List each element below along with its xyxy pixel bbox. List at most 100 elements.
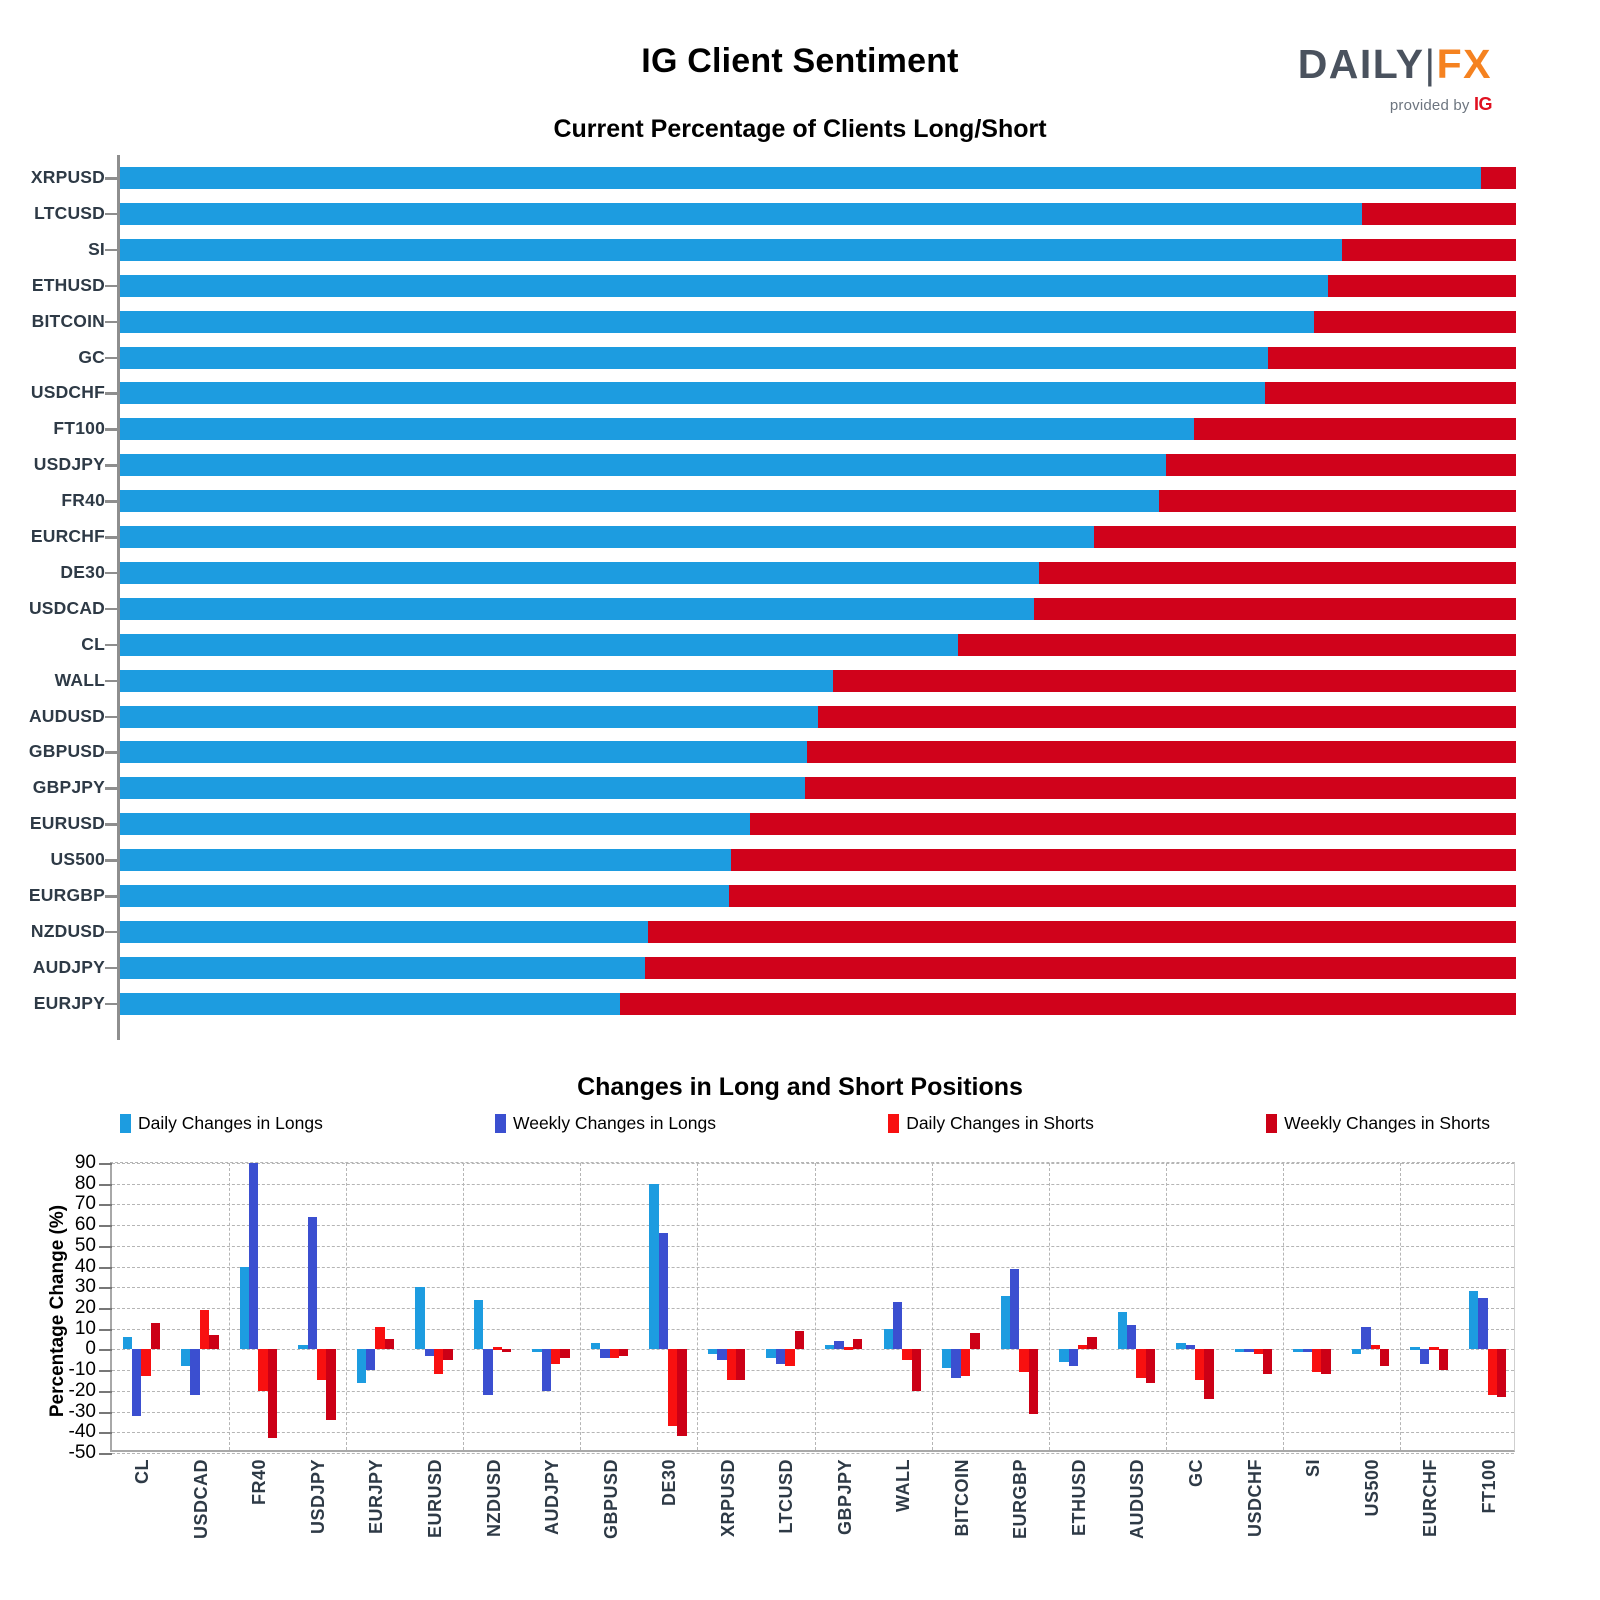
x-gridline (229, 1163, 231, 1450)
long-segment (120, 238, 1342, 261)
y-tick-mark (99, 1266, 112, 1269)
bar-eurgbp-s1 (1010, 1268, 1020, 1350)
y-tick-mark (99, 1163, 112, 1165)
bar-group-nzdusd (473, 1163, 512, 1450)
bar-group-eurusd (415, 1163, 453, 1450)
instrument-label-gbpjpy: GBPJPY (32, 777, 105, 798)
instrument-label-us500: US500 (50, 849, 105, 870)
bar-wall-s1 (892, 1301, 903, 1350)
instrument-label-usdchf: USDCHF (30, 382, 105, 403)
instrument-label-gbpusd: GBPUSD (28, 741, 105, 762)
axis-tick (105, 571, 118, 575)
x-gridline (697, 1163, 699, 1450)
axis-tick (105, 966, 118, 970)
short-segment (1158, 490, 1516, 513)
x-tick-label-usdchf: USDCHF (1244, 1459, 1265, 1537)
bar-ethusd-s0 (1059, 1349, 1069, 1362)
top-chart-row: CL (0, 627, 1600, 663)
bar-eurusd-s2 (433, 1349, 444, 1375)
bar-si-s1 (1302, 1349, 1313, 1352)
y-gridline (112, 1390, 1514, 1392)
x-tick-label-fr40: FR40 (249, 1459, 270, 1506)
stacked-bar (120, 310, 1516, 333)
short-segment (1094, 526, 1516, 548)
bottom-chart-plot-area: 90 80 70 60 50 40 30 20 10 0 -10 -20 -30 -40 -50 CL USDC… (69, 1152, 1515, 1539)
top-chart-row: EURUSD (0, 806, 1600, 842)
y-tick-label: -40 (68, 1421, 96, 1443)
long-segment (120, 561, 1039, 584)
bar-group-usdchf (1234, 1163, 1273, 1450)
bar-gc-s1 (1185, 1345, 1195, 1350)
logo-provided-by-text: provided by (1389, 97, 1470, 114)
top-chart-y-axis-line (117, 155, 120, 1040)
instrument-label-wall: WALL (54, 669, 105, 690)
bar-audjpy-s3 (560, 1349, 570, 1358)
long-segment (120, 310, 1314, 333)
y-tick-label: 30 (74, 1276, 96, 1298)
bar-gbpusd-s1 (600, 1349, 610, 1358)
y-tick-label: 50 (74, 1234, 96, 1256)
bar-audusd-s0 (1117, 1312, 1128, 1350)
bar-ethusd-s2 (1077, 1345, 1088, 1350)
short-segment (644, 956, 1516, 979)
bar-usdjpy-s0 (298, 1345, 308, 1350)
stacked-bar (120, 885, 1516, 907)
bar-nzdusd-s1 (483, 1349, 493, 1395)
y-tick-mark (99, 1225, 112, 1228)
x-tick-label-cl: CL (132, 1459, 153, 1484)
x-tick-label-ethusd: ETHUSD (1068, 1459, 1089, 1537)
legend-swatch-icon (495, 1114, 507, 1133)
instrument-label-ltcusd: LTCUSD (34, 202, 105, 223)
bar-xrpusd-s1 (717, 1349, 727, 1360)
long-segment (120, 777, 806, 800)
top-chart-row: EURGBP (0, 878, 1600, 914)
bottom-chart-plot-wrapper: 90 80 70 60 50 40 30 20 10 0 -10 -20 -30 -40 -50 CL USDC… (69, 1152, 1515, 1539)
x-tick-label-eurusd: EURUSD (424, 1459, 445, 1539)
bar-usdchf-s1 (1244, 1349, 1254, 1352)
y-tick-label: 10 (74, 1317, 96, 1339)
bar-group-xrpusd (707, 1163, 746, 1450)
page-header: IG Client Sentiment Current Percentage o… (0, 0, 1600, 150)
bar-xrpusd-s2 (726, 1349, 737, 1381)
short-segment (1193, 418, 1516, 441)
y-tick-mark (99, 1411, 112, 1414)
bar-group-gc (1176, 1163, 1214, 1450)
x-tick-label-gbpjpy: GBPJPY (834, 1459, 855, 1536)
logo-ig-text: IG (1473, 94, 1493, 114)
top-chart-row: XRPUSD (0, 160, 1600, 196)
bar-group-eurjpy (356, 1163, 395, 1450)
short-segment (1313, 310, 1516, 333)
instrument-label-audjpy: AUDJPY (32, 956, 105, 977)
top-chart-row: SI (0, 232, 1600, 268)
bar-usdjpy-s1 (307, 1216, 317, 1350)
bar-ethusd-s3 (1087, 1337, 1097, 1350)
axis-tick (105, 715, 118, 718)
stacked-bar (120, 920, 1516, 943)
x-gridline (346, 1163, 348, 1450)
logo-fx-text: FX (1436, 41, 1492, 87)
bar-usdjpy-s2 (316, 1349, 327, 1381)
bar-us500-s1 (1361, 1326, 1371, 1350)
bar-eurjpy-s1 (366, 1349, 376, 1371)
y-gridline (112, 1266, 1514, 1268)
bar-usdcad-s0 (181, 1349, 191, 1366)
x-tick-label-de30: DE30 (659, 1459, 680, 1507)
stacked-bar (120, 346, 1516, 369)
top-chart-row: NZDUSD (0, 914, 1600, 950)
bar-gbpusd-s3 (618, 1349, 629, 1356)
axis-tick (105, 248, 118, 252)
bar-wall-s3 (911, 1349, 922, 1391)
y-gridline (112, 1225, 1514, 1227)
bottom-chart-legend: Daily Changes in Longs Weekly Changes in … (120, 1113, 1520, 1134)
bar-ft100-s3 (1497, 1349, 1507, 1398)
legend-item-1: Weekly Changes in Longs (495, 1113, 716, 1134)
x-tick-label-eurgbp: EURGBP (1010, 1459, 1031, 1540)
bottom-chart-title: Changes in Long and Short Positions (577, 1073, 1023, 1101)
bar-group-bitcoin (942, 1163, 980, 1450)
bar-audjpy-s1 (541, 1349, 552, 1391)
axis-tick (105, 464, 118, 467)
x-tick-label-gc: GC (1186, 1459, 1207, 1487)
bar-us500-s2 (1370, 1345, 1380, 1350)
bar-usdjpy-s3 (326, 1349, 336, 1420)
y-tick-label: 40 (74, 1255, 96, 1277)
